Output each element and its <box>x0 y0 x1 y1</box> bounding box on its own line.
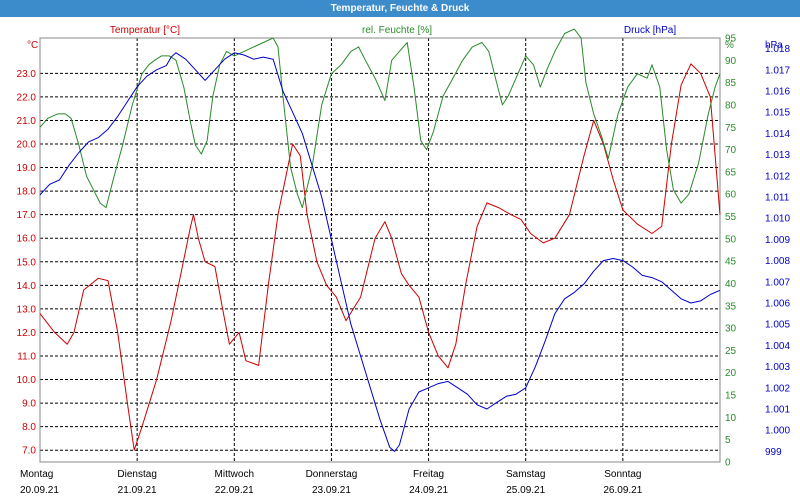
humidity-tick-label-2: 10 <box>725 413 737 424</box>
day-name-0: Montag <box>20 469 53 480</box>
humidity-tick-label-10: 50 <box>725 234 737 245</box>
day-date-0: 20.09.21 <box>20 485 59 496</box>
humidity-tick-label-6: 30 <box>725 324 737 335</box>
day-date-4: 24.09.21 <box>409 485 448 496</box>
pressure-tick-label-14: 1.013 <box>765 150 790 161</box>
pressure-tick-label-13: 1.012 <box>765 171 790 182</box>
axis-ticks: 7.0 8.0 9.0 10.0 11.0 12.0 13.0 14.0 15.0 16.0 17.… <box>17 34 791 469</box>
pressure-tick-label-16: 1.015 <box>765 108 790 119</box>
pressure-tick-label-15: 1.014 <box>765 129 790 140</box>
temperature-tick-label-9: 16.0 <box>17 234 37 245</box>
pressure-tick-label-4: 1.003 <box>765 362 790 373</box>
temperature-tick-label-13: 20.0 <box>17 140 37 151</box>
day-date-5: 25.09.21 <box>506 485 545 496</box>
pressure-tick-label-3: 1.002 <box>765 383 790 394</box>
temperature-tick-label-12: 19.0 <box>17 163 37 174</box>
humidity-tick-label-17: 85 <box>725 78 737 89</box>
day-date-2: 22.09.21 <box>215 485 254 496</box>
temperature-tick-label-1: 8.0 <box>22 422 36 433</box>
humidity-tick-label-0: 0 <box>725 458 731 469</box>
temperature-tick-label-15: 22.0 <box>17 92 37 103</box>
temperature-tick-label-6: 13.0 <box>17 304 37 315</box>
humidity-tick-label-15: 75 <box>725 123 737 134</box>
temperature-tick-label-0: 7.0 <box>22 446 36 457</box>
x-axis-day-labels: Montag 20.09.21 Dienstag 21.09.21 Mittwoch 22… <box>20 469 643 496</box>
pressure-tick-label-1: 1.000 <box>765 426 790 437</box>
day-date-1: 21.09.21 <box>118 485 157 496</box>
pressure-tick-label-9: 1.008 <box>765 256 790 267</box>
day-name-1: Dienstag <box>117 469 156 480</box>
temperature-tick-label-7: 14.0 <box>17 281 37 292</box>
humidity-tick-label-13: 65 <box>725 167 737 178</box>
temperature-tick-label-16: 23.0 <box>17 69 37 80</box>
day-name-2: Mittwoch <box>215 469 254 480</box>
humidity-tick-label-9: 45 <box>725 257 737 268</box>
pressure-tick-label-12: 1.011 <box>765 193 790 204</box>
temperature-tick-label-2: 9.0 <box>22 399 36 410</box>
pressure-series-title: Druck [hPa] <box>624 25 676 36</box>
plot-frame <box>39 37 721 463</box>
series-titles: Temperatur [°C] rel. Feuchte [%] Druck [hP… <box>110 25 676 36</box>
chart-title-bar: Temperatur, Feuchte & Druck <box>0 0 800 17</box>
pressure-tick-label-10: 1.009 <box>765 235 790 246</box>
humidity-tick-label-4: 20 <box>725 368 737 379</box>
pressure-tick-label-8: 1.007 <box>765 277 790 288</box>
humidity-tick-label-18: 90 <box>725 56 737 67</box>
pressure-tick-label-6: 1.005 <box>765 320 790 331</box>
humidity-tick-label-11: 55 <box>725 212 737 223</box>
temperature-tick-label-11: 18.0 <box>17 187 37 198</box>
day-date-6: 26.09.21 <box>603 485 642 496</box>
temperature-tick-label-8: 15.0 <box>17 257 37 268</box>
humidity-tick-label-12: 60 <box>725 190 737 201</box>
temperature-tick-label-14: 21.0 <box>17 116 37 127</box>
pressure-tick-label-0: 999 <box>765 447 782 458</box>
temperature-tick-label-3: 10.0 <box>17 375 37 386</box>
pressure-tick-label-17: 1.016 <box>765 87 790 98</box>
chart-title: Temperatur, Feuchte & Druck <box>330 3 470 14</box>
humidity-axis-unit: % <box>725 40 734 51</box>
day-date-3: 23.09.21 <box>312 485 351 496</box>
pressure-axis-unit: hPa <box>765 40 783 51</box>
day-name-3: Donnerstag <box>306 469 358 480</box>
series-lines <box>39 28 721 452</box>
humidity-tick-label-14: 70 <box>725 145 737 156</box>
temperature-tick-label-4: 11.0 <box>17 352 36 363</box>
day-name-4: Freitag <box>413 469 444 480</box>
pressure-series-line <box>39 52 721 452</box>
humidity-tick-label-5: 25 <box>725 346 737 357</box>
pressure-tick-label-19: 1.018 <box>765 44 790 55</box>
humidity-series-title: rel. Feuchte [%] <box>362 25 432 36</box>
pressure-tick-label-11: 1.010 <box>765 214 790 225</box>
plot-background <box>40 38 720 462</box>
pressure-tick-label-18: 1.017 <box>765 65 790 76</box>
humidity-tick-label-1: 5 <box>725 435 731 446</box>
humidity-tick-label-16: 80 <box>725 100 737 111</box>
temperature-series-line <box>39 63 721 451</box>
temperature-tick-label-5: 12.0 <box>17 328 37 339</box>
pressure-tick-label-7: 1.006 <box>765 299 790 310</box>
temperature-axis-unit: °C <box>27 40 38 51</box>
pressure-tick-label-5: 1.004 <box>765 341 790 352</box>
humidity-tick-label-8: 40 <box>725 279 737 290</box>
humidity-tick-label-3: 15 <box>725 391 737 402</box>
humidity-tick-label-7: 35 <box>725 301 737 312</box>
grid <box>39 37 721 463</box>
humidity-series-line <box>39 28 721 209</box>
temperature-tick-label-10: 17.0 <box>17 210 37 221</box>
humidity-tick-label-19: 95 <box>725 34 737 45</box>
day-name-5: Samstag <box>506 469 545 480</box>
day-name-6: Sonntag <box>604 469 641 480</box>
temperature-series-title: Temperatur [°C] <box>110 25 180 36</box>
pressure-tick-label-2: 1.001 <box>765 405 790 416</box>
weather-chart: 7.0 8.0 9.0 10.0 11.0 12.0 13.0 14.0 15.0 16.0 17.… <box>17 25 791 496</box>
